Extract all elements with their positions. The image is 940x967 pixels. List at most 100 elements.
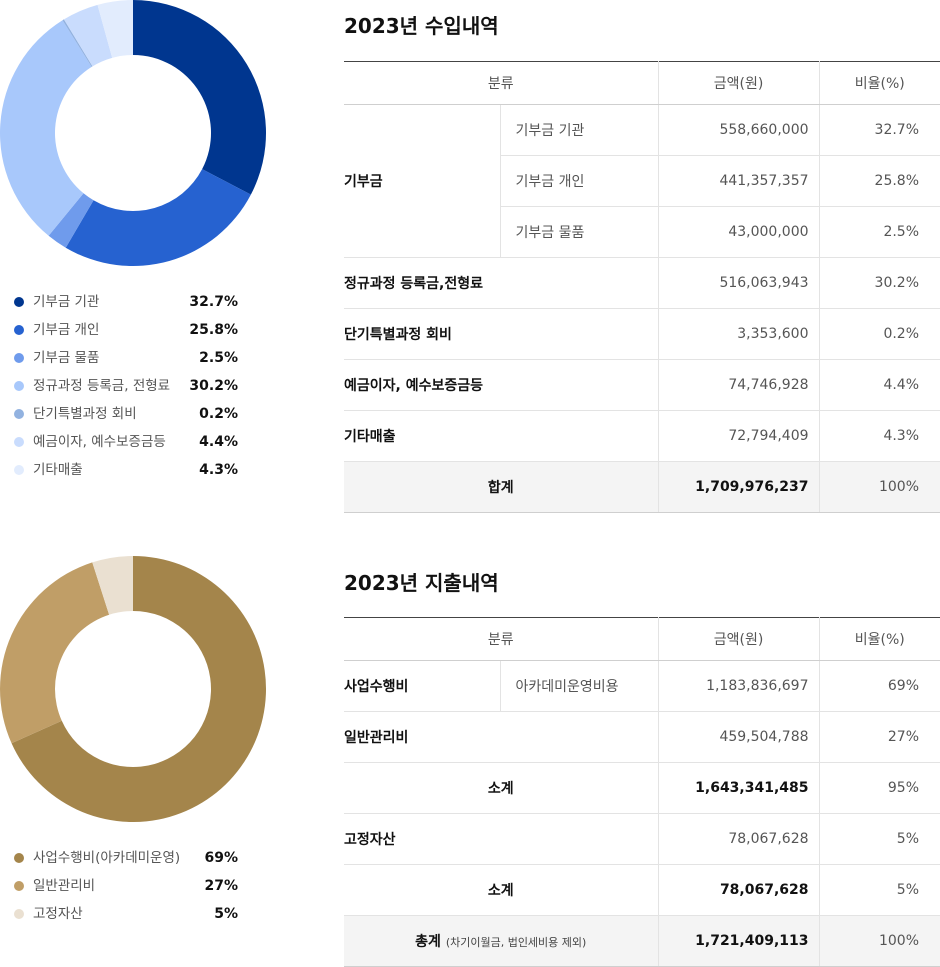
legend-color-dot [14,297,24,307]
income-slice [48,193,94,248]
legend-label: 정규과정 등록금, 전형료 [33,378,171,394]
subtotal-row: 소계 1,643,341,485 95% [344,762,940,814]
grand-total-amount: 1,721,409,113 [657,915,820,967]
income-slice [63,4,113,67]
grand-total-label: 총계 (차기이월금, 법인세비용 제외) [344,915,659,967]
subtotal-label: 소계 [344,762,659,814]
legend-label: 기부금 물품 [33,350,100,366]
legend-item: 정규과정 등록금, 전형료 30.2% [14,372,244,400]
legend-label: 기타매출 [33,462,83,478]
expense-donut-chart [0,556,266,822]
row-ratio: 4.3% [818,410,940,462]
row-amount: 3,353,600 [657,308,820,360]
col-header-category: 분류 [344,61,659,105]
income-table: 분류 금액(원) 비율(%) 기부금 기부금 기관 558,660,000 32… [344,61,940,513]
legend-color-dot [14,353,24,363]
legend-percent: 0.2% [199,406,238,422]
table-row: 단기특별과정 회비 3,353,600 0.2% [344,308,940,360]
row-ratio: 25.8% [818,155,940,207]
income-slice [97,0,133,58]
table-row: 기타매출 72,794,409 4.3% [344,410,940,462]
grand-total-title: 총계 [415,934,441,950]
row-amount: 43,000,000 [657,206,820,258]
total-ratio: 100% [818,461,940,513]
expense-title: 2023년 지출내역 [344,571,499,595]
expense-slice [0,562,110,744]
grand-total-ratio: 100% [818,915,940,967]
income-slice [62,19,93,67]
table-row: 기부금 기부금 기관 558,660,000 32.7% [344,104,940,258]
row-sub-label: 기부금 개인 [499,155,659,207]
expense-legend: 사업수행비(아카데미운영) 69% 일반관리비 27% 고정자산 5% [14,844,244,928]
row-amount: 459,504,788 [657,711,820,763]
legend-item: 고정자산 5% [14,900,244,928]
subtotal-row: 소계 78,067,628 5% [344,864,940,916]
row-label: 고정자산 [344,813,659,865]
col-header-amount: 금액(원) [657,61,820,105]
col-header-category: 분류 [344,617,659,661]
income-slice [133,0,266,195]
row-ratio: 2.5% [818,206,940,258]
legend-percent: 27% [204,878,238,894]
legend-item: 예금이자, 예수보증금등 4.4% [14,428,244,456]
subtotal-amount: 1,643,341,485 [657,762,820,814]
income-donut-chart [0,0,266,266]
grand-total-note: (차기이월금, 법인세비용 제외) [445,936,587,949]
table-row: 기부금 물품 43,000,000 2.5% [344,206,940,258]
legend-color-dot [14,437,24,447]
subtotal-ratio: 5% [818,864,940,916]
income-title: 2023년 수입내역 [344,14,499,38]
row-sub-label: 기부금 기관 [499,104,659,156]
table-row: 사업수행비 아카데미운영비용 1,183,836,697 69% [344,660,940,712]
expense-slice [11,556,266,822]
legend-label: 단기특별과정 회비 [33,406,137,422]
legend-percent: 5% [214,906,238,922]
legend-color-dot [14,881,24,891]
legend-percent: 30.2% [189,378,238,394]
row-amount: 74,746,928 [657,359,820,411]
legend-label: 기부금 기관 [33,294,100,310]
legend-item: 기타매출 4.3% [14,456,244,484]
row-ratio: 32.7% [818,104,940,156]
row-ratio: 27% [818,711,940,763]
legend-color-dot [14,853,24,863]
row-label: 기타매출 [344,410,659,462]
col-header-ratio: 비율(%) [818,617,940,661]
row-amount: 1,183,836,697 [657,660,820,712]
legend-item: 단기특별과정 회비 0.2% [14,400,244,428]
col-header-ratio: 비율(%) [818,61,940,105]
legend-item: 일반관리비 27% [14,872,244,900]
legend-item: 기부금 물품 2.5% [14,344,244,372]
table-row: 예금이자, 예수보증금등 74,746,928 4.4% [344,359,940,411]
legend-label: 고정자산 [33,906,83,922]
total-amount: 1,709,976,237 [657,461,820,513]
row-amount: 516,063,943 [657,257,820,309]
row-ratio: 5% [818,813,940,865]
row-amount: 558,660,000 [657,104,820,156]
row-amount: 441,357,357 [657,155,820,207]
subtotal-label: 소계 [344,864,659,916]
subtotal-ratio: 95% [818,762,940,814]
expense-slice [92,556,133,615]
legend-color-dot [14,465,24,475]
income-slice [65,169,251,266]
subtotal-amount: 78,067,628 [657,864,820,916]
legend-item: 기부금 기관 32.7% [14,288,244,316]
row-label: 일반관리비 [344,711,659,763]
row-amount: 78,067,628 [657,813,820,865]
row-sub-label: 기부금 물품 [499,206,659,258]
legend-percent: 25.8% [189,322,238,338]
expense-table: 분류 금액(원) 비율(%) 사업수행비 아카데미운영비용 1,183,836,… [344,617,940,967]
table-row: 일반관리비 459,504,788 27% [344,711,940,763]
legend-percent: 2.5% [199,350,238,366]
legend-color-dot [14,381,24,391]
legend-label: 일반관리비 [33,878,96,894]
legend-percent: 32.7% [189,294,238,310]
row-ratio: 30.2% [818,257,940,309]
row-ratio: 4.4% [818,359,940,411]
table-row: 고정자산 78,067,628 5% [344,813,940,865]
grand-total-row: 총계 (차기이월금, 법인세비용 제외) 1,721,409,113 100% [344,915,940,967]
legend-label: 사업수행비(아카데미운영) [33,850,181,866]
income-slice [0,20,92,236]
row-group-label: 기부금 [344,104,500,258]
